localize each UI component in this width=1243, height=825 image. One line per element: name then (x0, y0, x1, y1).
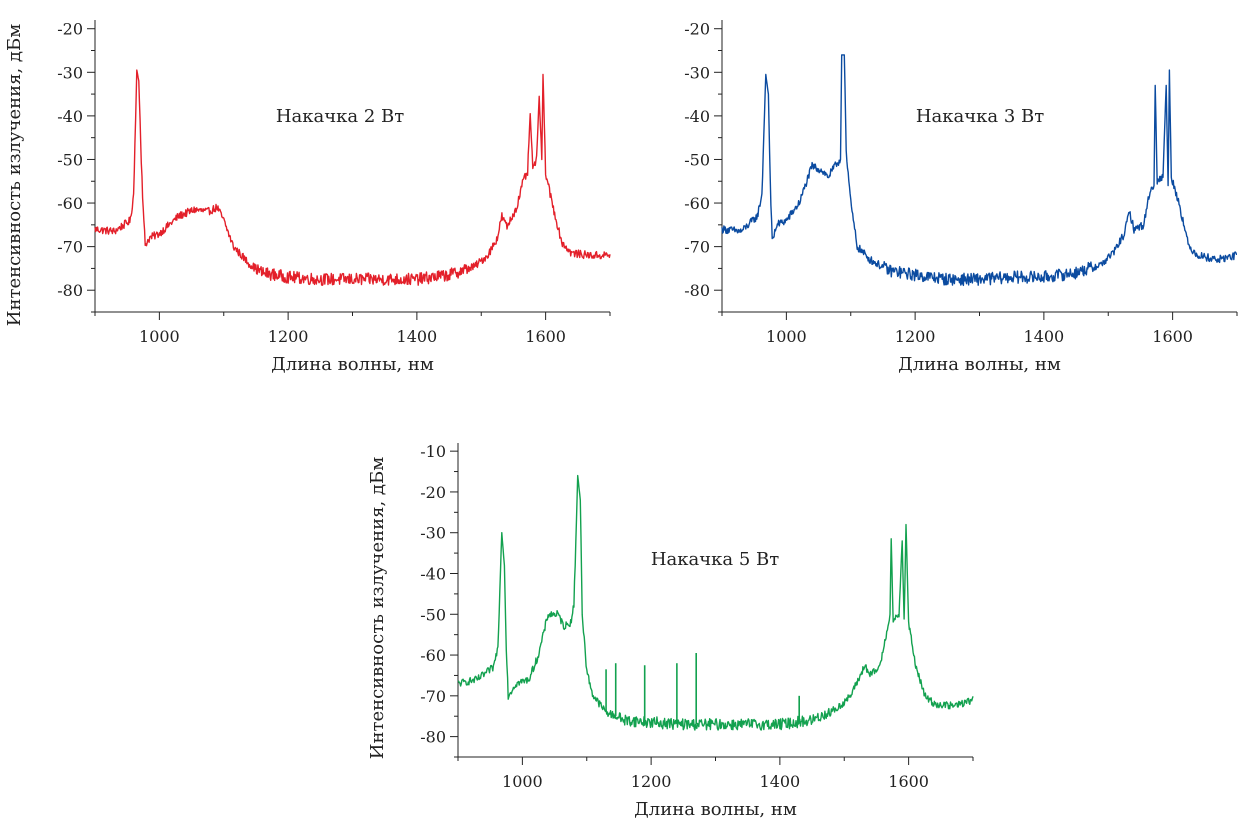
spectrum-line (457, 474, 974, 731)
y-tick-label: -60 (420, 646, 446, 665)
chart-panel-pump-5w: -10 -20 -30 -40 -50 -60 -70 -80 1000 1200 1400 1600… (367, 442, 974, 820)
y-tick-label: -70 (57, 238, 83, 257)
chart-panel-pump-3w: -20 -30 -40 -50 -60 -70 -80 1000 1200 1400 1600 Дли… (684, 20, 1238, 375)
x-tick-label: 1400 (1024, 327, 1065, 346)
y-tick-label: -60 (684, 194, 710, 213)
y-tick-label: -80 (420, 728, 446, 747)
spectrum-line (721, 54, 1238, 287)
pump-power-annotation: Накачка 3 Вт (916, 106, 1044, 127)
y-tick-label: -40 (57, 107, 83, 126)
y-tick-label: -30 (420, 524, 446, 543)
x-axis-label: Длина волны, нм (271, 354, 434, 375)
y-tick-label: -30 (57, 63, 83, 82)
y-tick-label: -50 (420, 605, 446, 624)
y-tick-label: -50 (684, 150, 710, 169)
x-tick-label: 1600 (525, 327, 566, 346)
x-tick-label: 1600 (888, 772, 929, 791)
x-axis-label: Длина волны, нм (634, 799, 797, 820)
y-tick-label: -40 (684, 107, 710, 126)
x-tick-label: 1000 (139, 327, 180, 346)
x-tick-label: 1000 (766, 327, 807, 346)
x-tick-label: 1400 (397, 327, 438, 346)
x-tick-label: 1200 (268, 327, 309, 346)
y-tick-label: -70 (420, 687, 446, 706)
pump-power-annotation: Накачка 2 Вт (276, 106, 404, 127)
x-tick-label: 1200 (631, 772, 672, 791)
y-tick-label: -10 (420, 442, 446, 461)
y-tick-label: -20 (57, 20, 83, 39)
y-tick-label: -80 (57, 281, 83, 300)
y-tick-label: -80 (684, 281, 710, 300)
x-tick-label: 1600 (1152, 327, 1193, 346)
y-axis-label: Интенсивность излучения, дБм (367, 457, 388, 759)
y-tick-label: -20 (420, 483, 446, 502)
y-tick-label: -70 (684, 238, 710, 257)
y-tick-label: -50 (57, 150, 83, 169)
chart-panel-pump-2w: -20 -30 -40 -50 -60 -70 -80 1000 1200 1400 1600 Дли… (4, 20, 611, 375)
y-tick-label: -40 (420, 564, 446, 583)
pump-power-annotation: Накачка 5 Вт (651, 549, 779, 570)
x-tick-label: 1400 (760, 772, 801, 791)
y-tick-label: -30 (684, 63, 710, 82)
x-tick-label: 1000 (502, 772, 543, 791)
y-tick-label: -60 (57, 194, 83, 213)
x-axis-label: Длина волны, нм (898, 354, 1061, 375)
y-tick-label: -20 (684, 20, 710, 39)
y-axis-label: Интенсивность излучения, дБм (4, 24, 25, 326)
spectrum-line (94, 69, 611, 286)
x-tick-label: 1200 (895, 327, 936, 346)
